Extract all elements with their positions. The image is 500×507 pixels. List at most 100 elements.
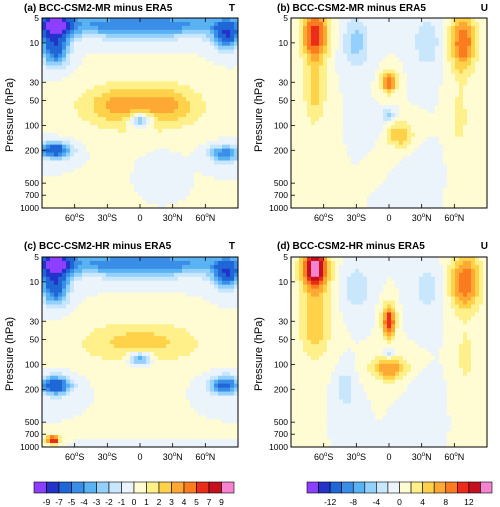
contour-cell <box>150 124 155 130</box>
contour-cell <box>78 268 83 274</box>
contour-cell <box>54 180 59 185</box>
contour-cell <box>166 53 171 59</box>
contour-cell <box>82 101 87 106</box>
contour-cell <box>303 77 308 82</box>
contour-cell <box>142 188 147 193</box>
contour-cell <box>359 192 364 197</box>
contour-cell <box>122 140 127 146</box>
contour-cell <box>479 53 484 59</box>
x-tick-label: 0 <box>386 213 391 223</box>
contour-cell <box>471 188 476 193</box>
contour-cell <box>479 148 484 154</box>
contour-cell <box>335 168 340 173</box>
contour-cell <box>299 152 304 158</box>
contour-cell <box>391 109 396 114</box>
contour-cell <box>443 124 448 130</box>
contour-cell <box>427 200 432 205</box>
contour-cell <box>78 116 83 122</box>
contour-cell <box>186 116 191 122</box>
contour-cell <box>331 81 336 86</box>
contour-cell <box>339 156 344 162</box>
contour-cell <box>54 156 59 162</box>
contour-cell <box>299 57 304 63</box>
contour-cell <box>62 69 67 75</box>
contour-cell <box>475 77 480 82</box>
contour-cell <box>339 73 344 78</box>
contour-cell <box>166 196 171 201</box>
contour-cell <box>198 196 203 201</box>
contour-cell <box>86 57 91 63</box>
contour-cell <box>291 156 296 162</box>
contour-cell <box>315 37 320 43</box>
contour-cell <box>86 73 91 78</box>
contour-cell <box>323 128 328 134</box>
contour-cell <box>162 29 167 35</box>
contour-cell <box>431 77 436 82</box>
contour-cell <box>431 57 436 63</box>
contour-cell <box>214 188 219 193</box>
contour-cell <box>395 196 400 201</box>
contour-cell <box>170 188 175 193</box>
contour-cell <box>62 93 67 98</box>
contour-cell <box>351 89 356 94</box>
contour-cell <box>194 37 199 43</box>
contour-cell <box>218 61 223 67</box>
contour-cell <box>427 124 432 130</box>
contour-cell <box>399 41 404 47</box>
contour-cell <box>355 156 360 162</box>
contour-cell <box>178 116 183 122</box>
contour-cell <box>459 196 464 201</box>
contour-cell <box>226 37 231 43</box>
contour-cell <box>186 196 191 201</box>
contour-cell <box>90 41 95 47</box>
contour-cell <box>307 49 312 55</box>
contour-cell <box>174 69 179 75</box>
contour-cell <box>303 120 308 126</box>
contour-cell <box>66 61 71 67</box>
contour-cell <box>435 136 440 142</box>
contour-cell <box>387 61 392 67</box>
contour-cell <box>54 176 59 181</box>
contour-cell <box>114 69 119 75</box>
contour-cell <box>447 61 452 67</box>
contour-cell <box>295 176 300 181</box>
contour-cell <box>210 176 215 181</box>
contour-cell <box>230 81 235 86</box>
contour-cell <box>299 124 304 130</box>
contour-cell <box>90 69 95 75</box>
contour-cell <box>130 29 135 35</box>
contour-cell <box>311 136 316 142</box>
contour-cell <box>126 33 131 39</box>
contour-cell <box>130 160 135 166</box>
contour-cell <box>62 29 67 35</box>
contour-cell <box>387 160 392 166</box>
contour-cell <box>170 124 175 130</box>
contour-cell <box>42 264 47 270</box>
contour-cell <box>359 61 364 67</box>
contour-cell <box>435 196 440 201</box>
contour-cell <box>110 164 115 170</box>
contour-cell <box>407 188 412 193</box>
contour-cell <box>130 144 135 150</box>
contour-cell <box>483 77 487 82</box>
contour-cell <box>70 77 75 82</box>
contour-cell <box>62 89 67 94</box>
contour-cell <box>307 176 312 181</box>
contour-cell <box>50 164 55 170</box>
contour-cell <box>423 105 428 110</box>
contour-cell <box>154 152 159 158</box>
contour-cell <box>182 85 187 90</box>
contour-cell <box>383 89 388 94</box>
contour-cell <box>339 140 344 146</box>
contour-cell <box>202 101 207 106</box>
contour-cell <box>459 105 464 110</box>
contour-cell <box>50 85 55 90</box>
contour-cell <box>423 69 428 75</box>
contour-cell <box>447 85 452 90</box>
contour-cell <box>130 25 135 31</box>
contour-cell <box>70 29 75 35</box>
contour-cell <box>210 65 215 71</box>
contour-cell <box>150 148 155 154</box>
contour-cell <box>371 128 376 134</box>
contour-cell <box>70 37 75 43</box>
